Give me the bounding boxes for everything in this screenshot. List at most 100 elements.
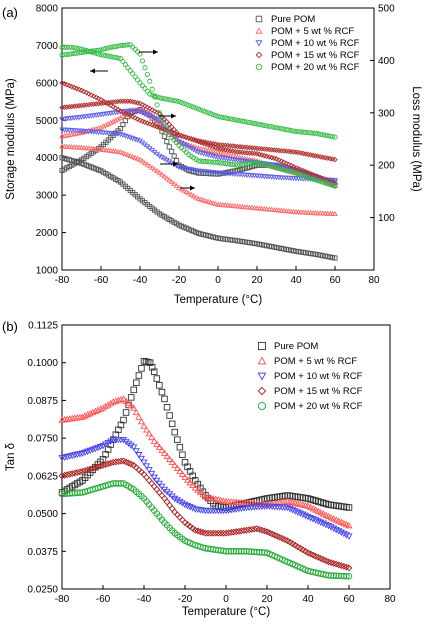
loss-point (222, 151, 229, 157)
loss-point (93, 112, 99, 119)
legend-item: Pure POM (255, 14, 315, 25)
storage-point (227, 116, 233, 122)
tan-delta-point (150, 482, 158, 490)
legend-label: POM + 10 wt % RCF (274, 371, 363, 382)
loss-point (164, 126, 170, 132)
series-4 (58, 457, 353, 572)
tan-delta-point (238, 548, 245, 555)
storage-point (202, 197, 209, 204)
x-tick-label: 80 (384, 594, 396, 605)
storage-point (278, 126, 284, 132)
legend-swatch (257, 341, 267, 351)
panel-b-label: (b) (2, 319, 18, 334)
storage-point (107, 147, 114, 153)
tan-delta-point (89, 408, 97, 416)
panel-b-y-ticks: 0.0250 0.0375 0.0500 0.0625 0.0750 0.0875 0.10… (27, 321, 66, 596)
storage-point (125, 111, 131, 118)
x-tick-label: 40 (290, 275, 302, 286)
tan-delta-point (240, 548, 248, 555)
tan-delta-point (189, 524, 197, 532)
tan-delta-point (143, 473, 150, 481)
storage-point (281, 126, 287, 132)
tan-delta-point (142, 426, 151, 433)
tan-delta-point (94, 463, 102, 471)
y-tick-label: 8000 (36, 4, 59, 15)
storage-point (115, 106, 121, 113)
tan-delta-point (73, 469, 81, 476)
tan-delta-point (127, 401, 135, 409)
legend-swatch (257, 356, 267, 365)
storage-point (125, 65, 131, 71)
tan-delta-point (283, 504, 292, 512)
tan-delta-point (171, 461, 179, 468)
tan-delta-point (243, 548, 250, 555)
loss-point (278, 158, 285, 164)
tan-delta-point (97, 462, 104, 470)
panel-a-y-right-ticks: 100 200 300 400 500 (370, 4, 395, 224)
tan-delta-point (340, 530, 348, 538)
tan-delta-point (158, 388, 166, 396)
tan-delta-point (342, 532, 351, 539)
tan-delta-point (145, 467, 153, 474)
storage-point (146, 163, 153, 169)
tan-delta-point (135, 452, 143, 459)
loss-point (308, 175, 314, 181)
tan-delta-point (194, 486, 202, 493)
storage-point (69, 44, 75, 50)
storage-point (256, 121, 262, 128)
storage-point (161, 96, 167, 102)
storage-point (137, 156, 143, 162)
loss-point (120, 42, 126, 49)
loss-point (264, 162, 270, 168)
storage-point (129, 153, 136, 159)
y-tick-label: 1000 (36, 266, 59, 277)
loss-point (225, 161, 231, 167)
storage-point (266, 123, 272, 129)
tan-delta-point (212, 529, 220, 537)
y-tick-label: 0.0375 (27, 547, 58, 558)
storage-point (115, 148, 121, 154)
storage-point (198, 196, 204, 202)
tan-delta-point (176, 443, 184, 451)
storage-point (239, 118, 245, 124)
storage-point (222, 115, 228, 121)
tan-delta-point (171, 428, 178, 436)
legend-swatch (257, 386, 267, 396)
tan-delta-point (130, 386, 137, 394)
tan-delta-point (237, 527, 245, 535)
tan-delta-point (345, 504, 353, 511)
loss-point (208, 159, 214, 165)
legend-label: POM + 5 wt % RCF (271, 26, 354, 37)
storage-point (117, 108, 124, 114)
loss-point (115, 109, 121, 116)
loss-point (252, 160, 258, 166)
tan-delta-point (230, 528, 238, 536)
tan-delta-point (146, 359, 154, 366)
storage-point (303, 129, 309, 135)
tan-delta-point (186, 504, 194, 511)
loss-point (161, 116, 168, 122)
storage-point (332, 134, 338, 140)
tan-delta-point (222, 529, 230, 537)
tan-delta-point (104, 401, 112, 408)
storage-point (156, 169, 163, 175)
tan-delta-point (112, 480, 120, 487)
storage-point (120, 109, 126, 115)
loss-point (288, 169, 294, 175)
loss-point (122, 42, 128, 48)
legend-swatch (255, 40, 263, 47)
tan-delta-point (181, 501, 189, 509)
loss-point (137, 100, 143, 107)
y-tick-label: 0.0500 (27, 509, 58, 520)
tan-delta-point (232, 528, 240, 536)
storage-point (291, 128, 297, 134)
tan-delta-point (168, 420, 176, 428)
panel-a-x-axis-label: Temperature (°C) (174, 294, 262, 306)
loss-point (303, 173, 309, 180)
storage-point (205, 110, 211, 116)
tan-delta-point (132, 448, 140, 455)
loss-point (59, 52, 65, 58)
series-4 (59, 80, 338, 187)
tan-delta-point (71, 469, 79, 477)
storage-point (254, 121, 260, 127)
